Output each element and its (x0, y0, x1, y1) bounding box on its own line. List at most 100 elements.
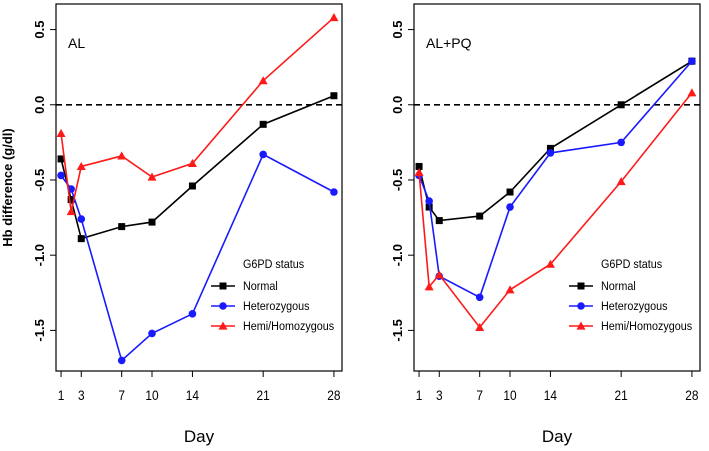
series-heterozygous (57, 150, 338, 365)
data-point (67, 196, 75, 204)
data-point (76, 161, 86, 171)
data-point (77, 235, 85, 243)
data-point (57, 155, 65, 163)
y-tick-label: -1.0 (32, 244, 47, 266)
x-tick-label: 14 (186, 387, 199, 403)
legend-swatch-marker (219, 302, 227, 310)
y-tick-label: -1.0 (390, 244, 405, 266)
legend-swatch-marker (576, 321, 586, 330)
data-point (66, 207, 76, 216)
x-tick-label: 28 (685, 387, 698, 403)
legend-entry-label: Heterozygous (243, 301, 310, 314)
panel-title: AL (68, 35, 85, 51)
y-tick-label: -0.5 (390, 169, 405, 191)
y-axis-label: Hb difference (g/dl) (0, 128, 15, 246)
series-heterozygous (415, 57, 696, 302)
series-line (418, 60, 693, 299)
legend: G6PD status Normal Heterozygous Hemi/Homozy… (211, 259, 334, 334)
data-point (330, 92, 338, 100)
data-point (545, 259, 555, 268)
data-point (259, 120, 267, 128)
data-point (57, 171, 65, 180)
legend-swatch-marker (218, 321, 228, 330)
series-normal (57, 92, 338, 243)
data-point (475, 293, 484, 302)
data-point (688, 57, 696, 65)
series-line (418, 60, 693, 222)
data-point (77, 215, 86, 223)
data-point (617, 138, 625, 147)
series-hemi-homozygous (56, 13, 339, 216)
panel-al: -1.5 -1.0 -0.5 0.0 0.5 1 3 7 10 14 21 28 Day Hb diffe… (0, 3, 343, 446)
data-point (434, 270, 444, 279)
y-tick-label: -0.5 (32, 169, 47, 191)
legend-swatch-marker (219, 282, 227, 290)
series-line (60, 16, 335, 212)
data-point (476, 212, 484, 220)
legend-entry-label: Normal (601, 281, 636, 294)
x-tick-label: 14 (544, 387, 557, 403)
data-point (56, 128, 66, 137)
data-point (425, 197, 433, 205)
plot-frame (413, 3, 701, 372)
panel-title: AL+PQ (426, 35, 472, 51)
data-point (505, 285, 515, 294)
data-point (329, 13, 339, 22)
legend-title: G6PD status (601, 259, 662, 272)
x-tick-label: 7 (476, 387, 483, 403)
data-point (330, 188, 338, 196)
x-tick-label: 1 (58, 387, 65, 403)
y-tick-label: 0.5 (32, 21, 47, 39)
data-point (616, 176, 626, 186)
x-tick-label: 1 (416, 387, 423, 403)
data-point (147, 172, 157, 181)
series-line (60, 95, 335, 240)
data-point (148, 329, 156, 338)
data-point (424, 282, 434, 291)
x-tick-label: 10 (145, 387, 158, 403)
data-point (506, 203, 514, 211)
y-tick-label: -1.5 (32, 319, 47, 341)
series-hemi-homozygous (414, 88, 697, 331)
x-tick-label: 3 (436, 387, 443, 403)
x-axis-label: Day (184, 427, 215, 446)
data-point (506, 188, 514, 196)
data-point (435, 217, 443, 225)
legend-swatch-marker (577, 302, 585, 310)
data-point (188, 310, 197, 318)
legend-entry-label: Hemi/Homozygous (243, 321, 334, 334)
legend-entry-label: Heterozygous (601, 301, 668, 314)
legend-entry-label: Hemi/Homozygous (601, 321, 692, 334)
data-point (148, 218, 156, 226)
x-tick-label: 28 (327, 387, 340, 403)
data-point (117, 151, 127, 160)
y-tick-label: -1.5 (390, 319, 405, 341)
data-point (687, 88, 697, 97)
x-tick-label: 10 (503, 387, 516, 403)
data-point (118, 223, 126, 231)
data-point (414, 167, 424, 177)
series-line (60, 153, 335, 362)
data-point (546, 149, 555, 157)
legend-title: G6PD status (243, 259, 304, 272)
data-point (425, 203, 433, 211)
x-tick-label: 21 (615, 387, 628, 403)
series-line (418, 92, 693, 329)
x-tick-label: 21 (257, 387, 270, 403)
legend: G6PD status Normal Heterozygous Hemi/Homozy… (569, 259, 692, 334)
x-tick-label: 7 (118, 387, 125, 403)
legend-swatch-marker (577, 282, 585, 290)
data-point (617, 101, 625, 109)
legend-entry-label: Normal (243, 281, 278, 294)
data-point (187, 158, 197, 168)
y-tick-label: 0.0 (390, 96, 405, 114)
data-point (117, 356, 126, 365)
data-point (188, 182, 196, 190)
data-point (258, 76, 268, 85)
data-point (415, 162, 423, 170)
y-tick-label: 0.5 (390, 21, 405, 39)
y-tick-label: 0.0 (32, 96, 47, 114)
plot-frame (55, 3, 343, 372)
x-tick-label: 3 (78, 387, 85, 403)
